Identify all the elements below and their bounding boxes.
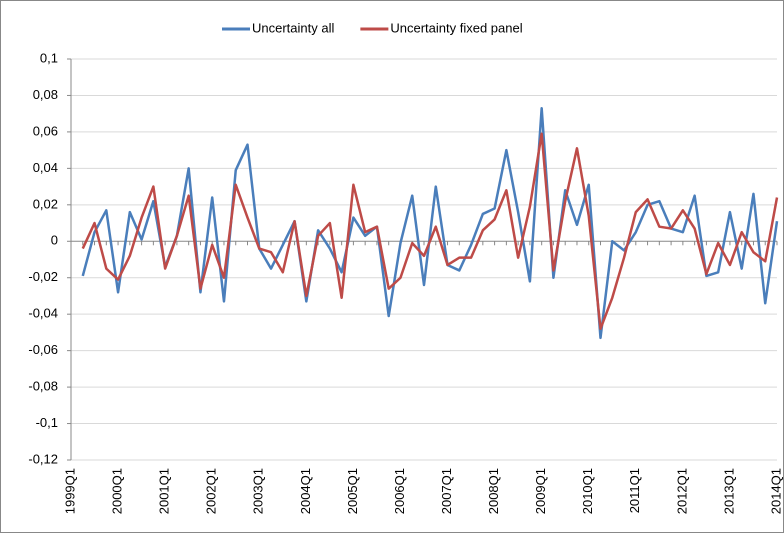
- x-tick-label: 2000Q1: [110, 468, 125, 514]
- y-tick-label: 0,04: [33, 160, 58, 175]
- legend: Uncertainty all Uncertainty fixed panel: [222, 20, 523, 35]
- x-tick-label: 2003Q1: [251, 468, 266, 514]
- y-tick-label: -0,1: [36, 415, 58, 430]
- y-tick-label: 0: [51, 233, 58, 248]
- x-tick-label: 1999Q1: [62, 468, 77, 514]
- y-tick-label: -0,12: [28, 451, 58, 466]
- legend-label: Uncertainty fixed panel: [390, 20, 522, 35]
- y-tick-label: -0,08: [28, 379, 58, 394]
- y-tick-label: 0,1: [40, 50, 58, 65]
- x-tick-label: 2012Q1: [674, 468, 689, 514]
- x-tick-label: 2002Q1: [204, 468, 219, 514]
- x-tick-label: 2001Q1: [157, 468, 172, 514]
- series-line: [81, 132, 779, 331]
- x-tick-label: 2006Q1: [392, 468, 407, 514]
- x-tick-label: 2007Q1: [439, 468, 454, 514]
- x-tick-label: 2004Q1: [298, 468, 313, 514]
- x-tick-label: 2011Q1: [627, 468, 642, 513]
- legend-label: Uncertainty all: [252, 20, 334, 35]
- y-tick-label: -0,02: [28, 269, 58, 284]
- y-tick-label: -0,06: [28, 342, 58, 357]
- x-tick-label: 2013Q1: [721, 468, 736, 514]
- x-tick-label: 2009Q1: [533, 468, 548, 514]
- y-tick-label: -0,04: [28, 306, 58, 321]
- x-tick-label: 2008Q1: [486, 468, 501, 514]
- x-tick-label: 2005Q1: [345, 468, 360, 514]
- y-tick-label: 0,06: [33, 123, 58, 138]
- y-tick-label: 0,08: [33, 87, 58, 102]
- y-tick-label: 0,02: [33, 196, 58, 211]
- x-tick-label: 2010Q1: [580, 468, 595, 514]
- x-tick-label: 2014Q1: [768, 468, 783, 514]
